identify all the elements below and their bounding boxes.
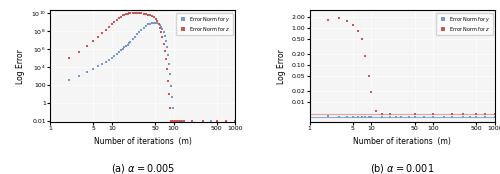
Error Norm for $z$ bbox=[344, 19, 350, 22]
Title: (b) $\alpha = 0.001$: (b) $\alpha = 0.001$ bbox=[370, 162, 434, 174]
Error Norm for $z$ bbox=[162, 50, 168, 52]
Error Norm for $y$ bbox=[412, 116, 418, 118]
Error Norm for $y$ bbox=[366, 116, 372, 118]
Error Norm for $z$ bbox=[168, 120, 174, 122]
Error Norm for $y$ bbox=[170, 120, 176, 122]
Error Norm for $z$ bbox=[130, 12, 136, 14]
Line: Error Norm for $y$: Error Norm for $y$ bbox=[49, 22, 236, 122]
Error Norm for $y$ bbox=[325, 115, 331, 117]
Line: Error Norm for $z$: Error Norm for $z$ bbox=[49, 12, 236, 122]
Error Norm for $z$ bbox=[132, 12, 138, 14]
Legend: Error Norm for $y$, Error Norm for $z$: Error Norm for $y$, Error Norm for $z$ bbox=[176, 13, 233, 35]
Error Norm for $z$ bbox=[474, 113, 480, 115]
Error Norm for $z$ bbox=[366, 75, 372, 77]
Error Norm for $z$ bbox=[362, 55, 368, 57]
Error Norm for $z$ bbox=[449, 113, 455, 115]
Error Norm for $z$ bbox=[122, 14, 128, 16]
Error Norm for $z$ bbox=[124, 13, 130, 15]
Error Norm for $z$ bbox=[350, 23, 356, 26]
Error Norm for $y$ bbox=[350, 116, 356, 118]
Error Norm for $y$ bbox=[468, 116, 473, 118]
X-axis label: Number of iterations  (m): Number of iterations (m) bbox=[354, 137, 451, 145]
Title: (a) $\alpha = 0.005$: (a) $\alpha = 0.005$ bbox=[110, 162, 175, 174]
Error Norm for $y$ bbox=[344, 116, 350, 118]
Error Norm for $y$ bbox=[368, 116, 374, 118]
Error Norm for $z$ bbox=[128, 12, 134, 14]
Line: Error Norm for $y$: Error Norm for $y$ bbox=[308, 115, 496, 118]
Error Norm for $z$ bbox=[359, 38, 365, 40]
Error Norm for $z$ bbox=[112, 21, 117, 23]
Error Norm for $y$ bbox=[420, 116, 426, 118]
Error Norm for $z$ bbox=[430, 113, 436, 115]
Error Norm for $y$ bbox=[232, 120, 238, 122]
Error Norm for $y$ bbox=[492, 116, 498, 118]
Error Norm for $y$ bbox=[151, 22, 157, 24]
Error Norm for $y$ bbox=[336, 116, 342, 118]
Error Norm for $y$ bbox=[47, 84, 53, 86]
Error Norm for $z$ bbox=[325, 19, 331, 21]
Error Norm for $y$ bbox=[306, 116, 312, 118]
Error Norm for $z$ bbox=[336, 17, 342, 19]
Error Norm for $z$ bbox=[460, 113, 466, 115]
Error Norm for $y$ bbox=[162, 35, 168, 37]
Error Norm for $y$ bbox=[430, 116, 436, 118]
Error Norm for $y$ bbox=[474, 116, 480, 118]
Legend: Error Norm for $y$, Error Norm for $z$: Error Norm for $y$, Error Norm for $z$ bbox=[436, 13, 492, 35]
Error Norm for $z$ bbox=[374, 110, 380, 112]
Error Norm for $z$ bbox=[412, 113, 418, 115]
Error Norm for $y$ bbox=[387, 116, 393, 118]
Error Norm for $y$ bbox=[354, 116, 360, 118]
Error Norm for $z$ bbox=[482, 113, 488, 115]
Error Norm for $z$ bbox=[306, 35, 312, 37]
Error Norm for $z$ bbox=[492, 113, 498, 115]
Error Norm for $y$ bbox=[482, 116, 488, 118]
Error Norm for $z$ bbox=[380, 113, 386, 115]
Y-axis label: Log Error: Log Error bbox=[277, 49, 286, 84]
Error Norm for $y$ bbox=[441, 116, 447, 118]
Error Norm for $y$ bbox=[359, 116, 365, 118]
Error Norm for $y$ bbox=[152, 22, 158, 24]
Error Norm for $z$ bbox=[368, 91, 374, 93]
Error Norm for $y$ bbox=[380, 116, 386, 118]
Error Norm for $y$ bbox=[95, 65, 101, 67]
Error Norm for $z$ bbox=[47, 65, 53, 67]
Error Norm for $z$ bbox=[232, 120, 238, 122]
Error Norm for $y$ bbox=[398, 116, 404, 118]
Error Norm for $z$ bbox=[354, 30, 360, 32]
Error Norm for $y$ bbox=[362, 116, 368, 118]
Line: Error Norm for $z$: Error Norm for $z$ bbox=[308, 17, 496, 115]
Error Norm for $y$ bbox=[449, 116, 455, 118]
Error Norm for $y$ bbox=[460, 116, 466, 118]
X-axis label: Number of iterations  (m): Number of iterations (m) bbox=[94, 137, 192, 145]
Error Norm for $z$ bbox=[387, 113, 393, 115]
Error Norm for $y$ bbox=[406, 116, 411, 118]
Error Norm for $y$ bbox=[393, 116, 399, 118]
Error Norm for $y$ bbox=[182, 120, 188, 122]
Error Norm for $y$ bbox=[116, 51, 122, 53]
Y-axis label: Log Error: Log Error bbox=[16, 49, 25, 84]
Error Norm for $y$ bbox=[123, 45, 129, 47]
